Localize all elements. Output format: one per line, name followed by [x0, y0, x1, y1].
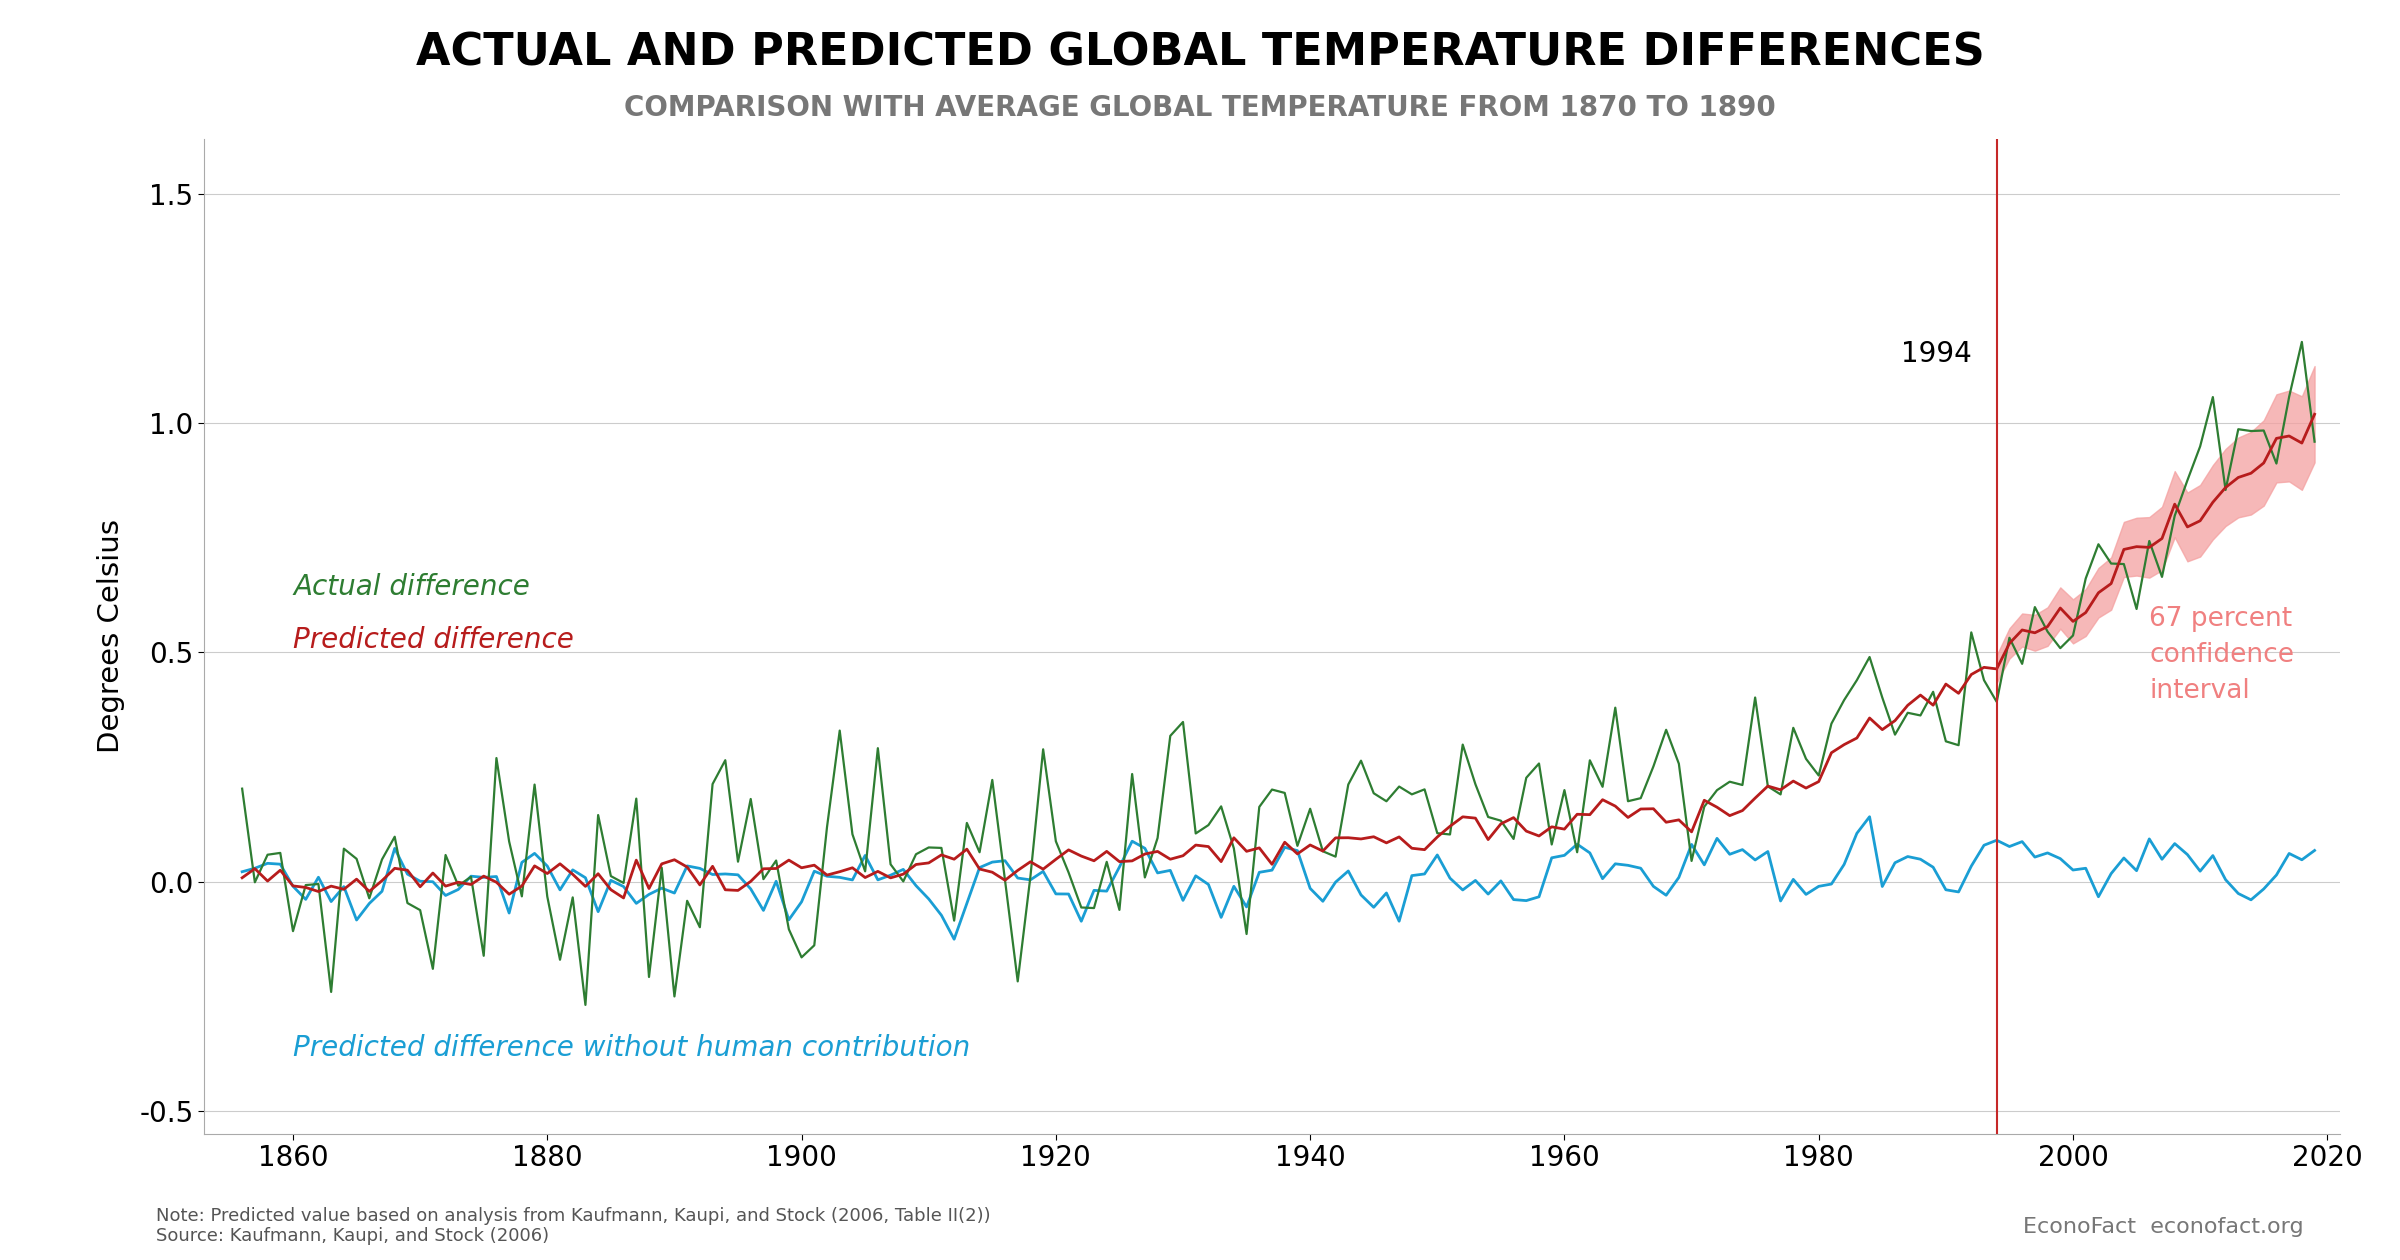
Text: Predicted difference without human contribution: Predicted difference without human contr… [293, 1034, 970, 1062]
Text: Predicted difference: Predicted difference [293, 626, 574, 654]
Text: COMPARISON WITH AVERAGE GLOBAL TEMPERATURE FROM 1870 TO 1890: COMPARISON WITH AVERAGE GLOBAL TEMPERATU… [624, 94, 1776, 122]
Text: ACTUAL AND PREDICTED GLOBAL TEMPERATURE DIFFERENCES: ACTUAL AND PREDICTED GLOBAL TEMPERATURE … [415, 32, 1985, 74]
Text: Actual difference: Actual difference [293, 573, 530, 601]
Text: 67 percent
confidence
interval: 67 percent confidence interval [2150, 606, 2294, 704]
Text: EconoFact  econofact.org: EconoFact econofact.org [2023, 1217, 2304, 1237]
Y-axis label: Degrees Celsius: Degrees Celsius [98, 519, 125, 753]
Text: Source: Kaufmann, Kaupi, and Stock (2006): Source: Kaufmann, Kaupi, and Stock (2006… [156, 1227, 550, 1245]
Text: 1994: 1994 [1901, 340, 1970, 368]
Text: Note: Predicted value based on analysis from Kaufmann, Kaupi, and Stock (2006, T: Note: Predicted value based on analysis … [156, 1207, 991, 1225]
